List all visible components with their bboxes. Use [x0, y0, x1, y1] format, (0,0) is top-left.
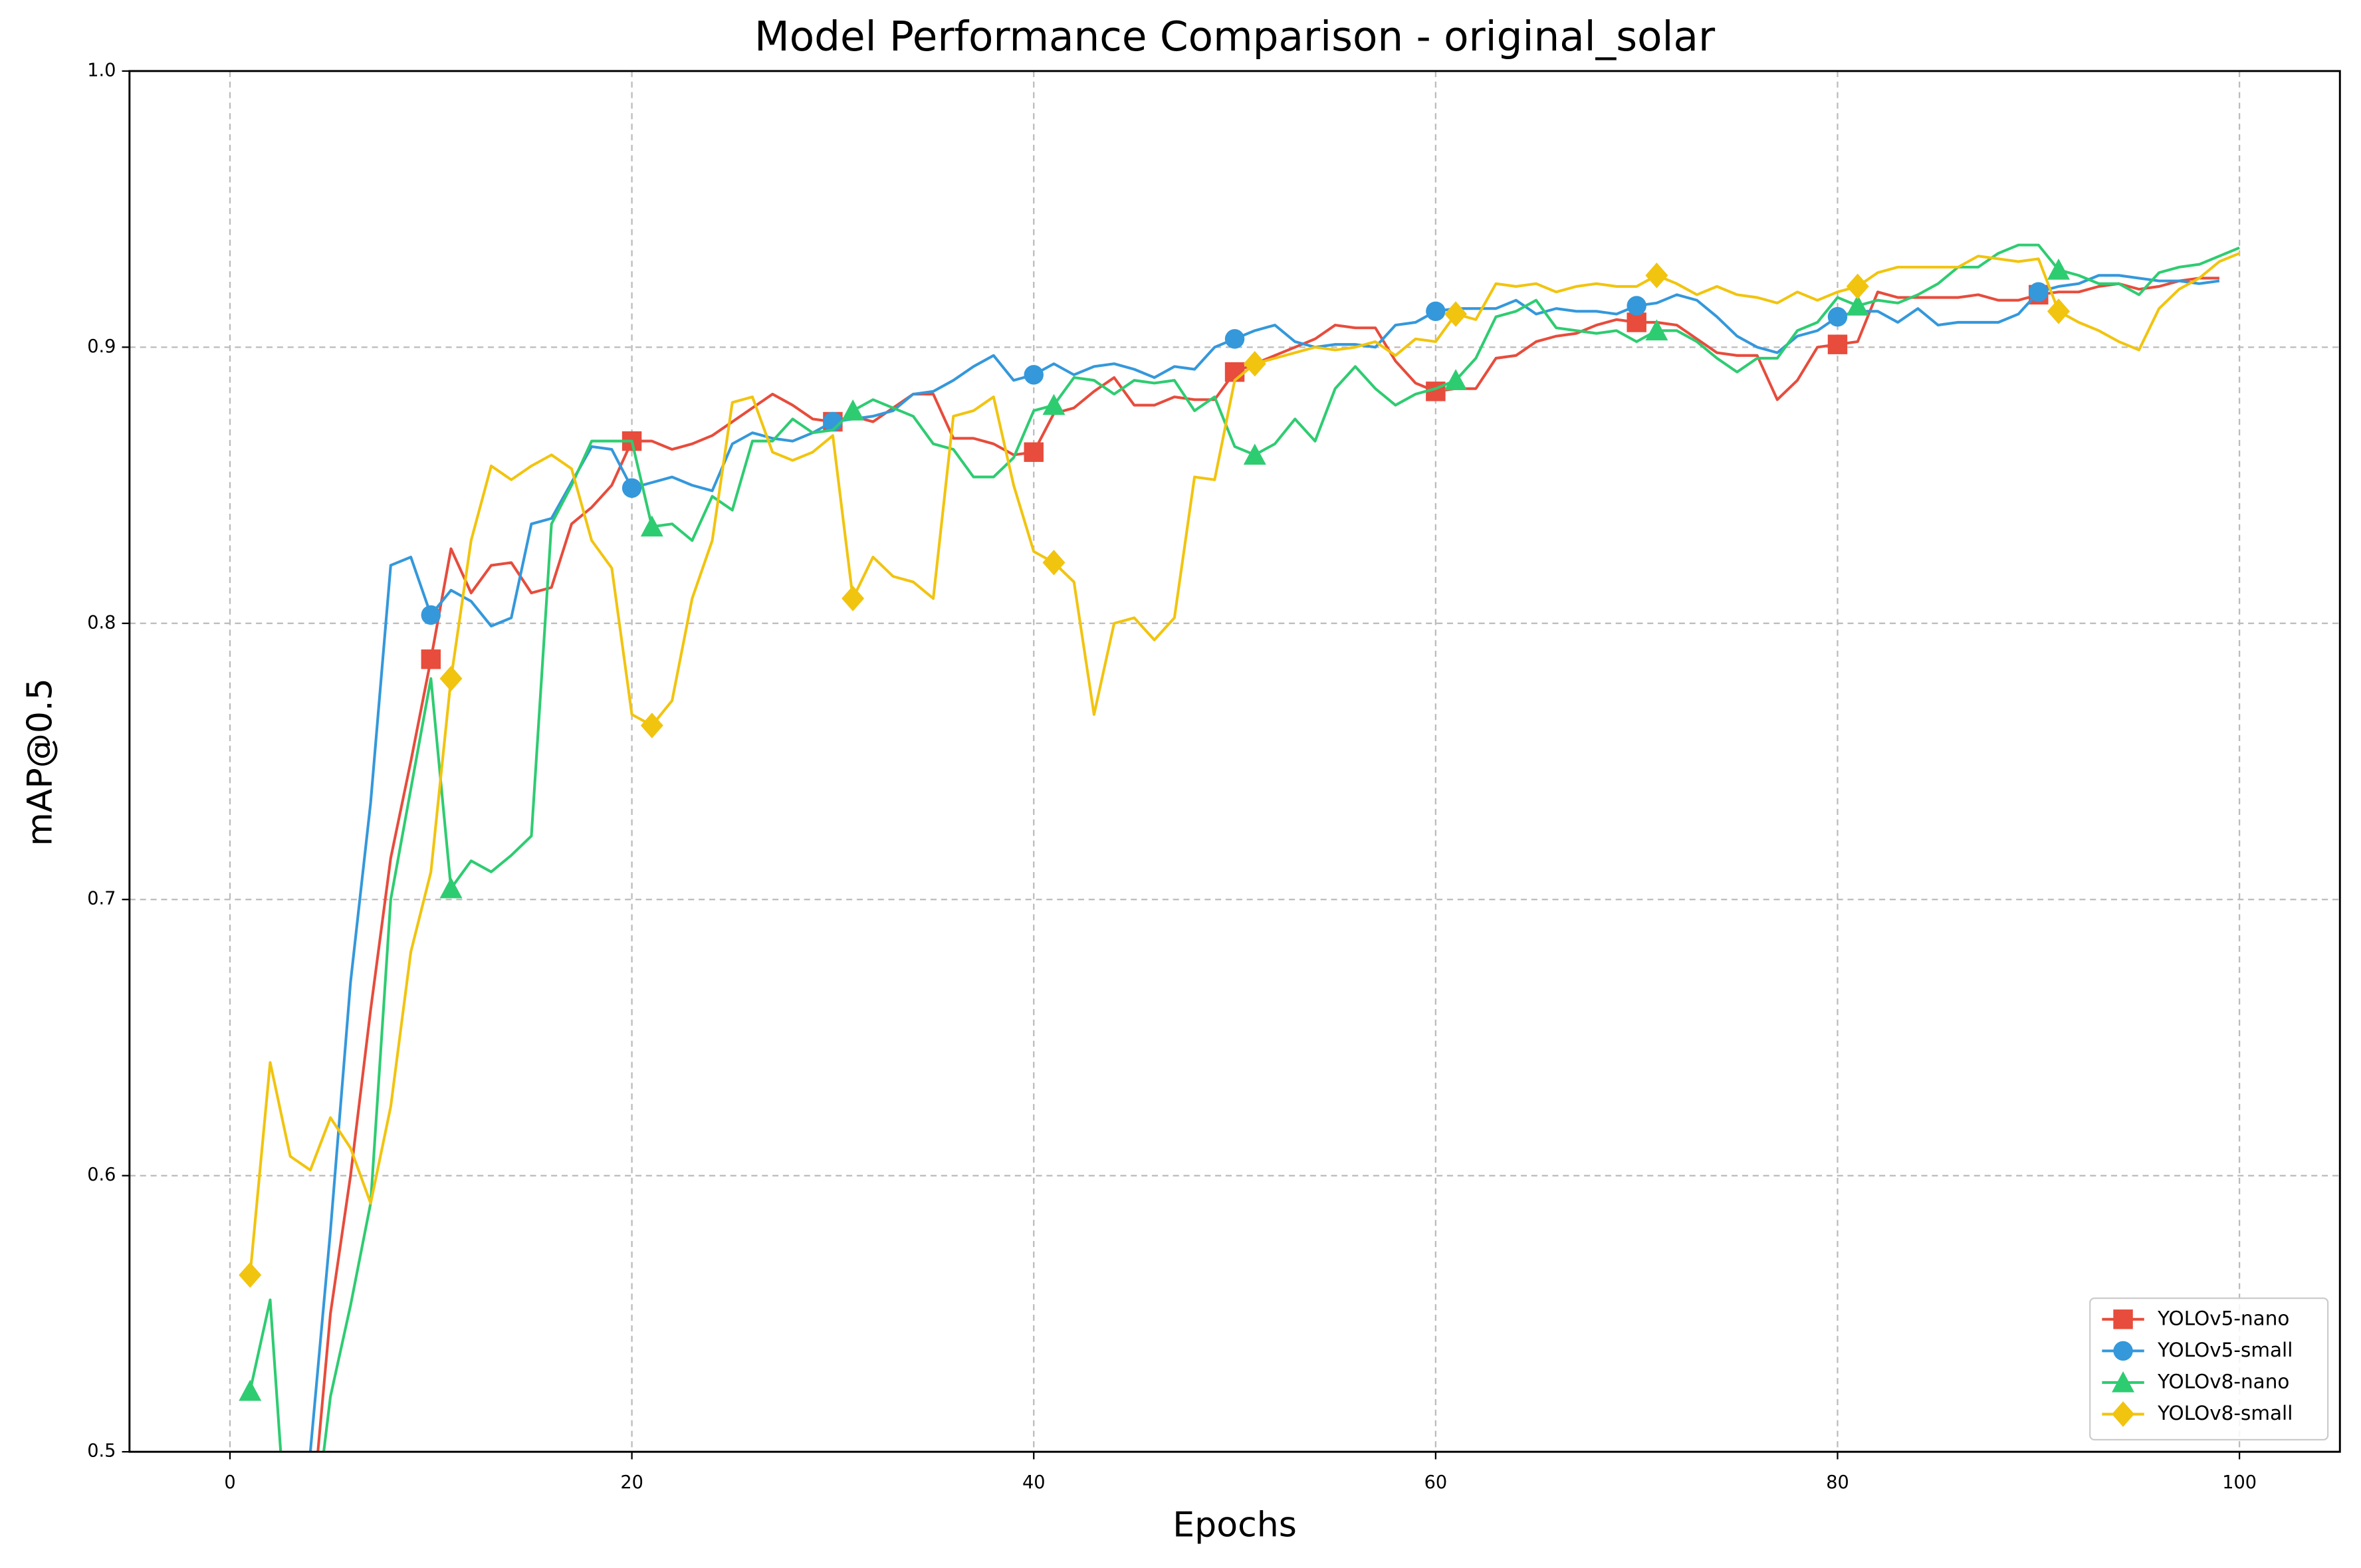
marker	[239, 1379, 262, 1401]
marker	[2112, 1401, 2135, 1427]
marker	[1024, 365, 1044, 385]
marker	[2112, 1371, 2135, 1393]
marker	[2113, 1341, 2133, 1361]
marker	[439, 665, 463, 692]
legend-box	[2089, 1297, 2329, 1441]
y-tick-label: 1.0	[87, 60, 116, 80]
x-tick-label: 20	[620, 1472, 643, 1493]
marker	[842, 399, 865, 421]
marker	[1426, 301, 1446, 322]
y-tick-label: 0.5	[87, 1441, 116, 1462]
plot-frame	[128, 70, 2341, 1453]
marker	[1827, 334, 1848, 354]
marker	[1224, 362, 1245, 382]
series-line	[249, 243, 2240, 1452]
marker	[1024, 442, 1044, 462]
x-tick-label: 0	[224, 1472, 235, 1493]
marker	[239, 1262, 262, 1288]
legend-label: YOLOv8-small	[2157, 1402, 2293, 1424]
marker	[439, 877, 463, 899]
y-axis-label: mAP@0.5	[20, 678, 60, 846]
marker	[1444, 301, 1468, 327]
marker	[1846, 294, 1869, 316]
y-tick-label: 0.8	[87, 612, 116, 633]
legend: YOLOv5-nano YOLOv5-small YOLOv8-nano YOLOv8…	[2089, 1297, 2329, 1441]
x-tick-label: 60	[1424, 1472, 1448, 1493]
x-tick-label: 100	[2222, 1472, 2257, 1493]
marker	[1645, 263, 1668, 288]
y-tick-label: 0.9	[87, 336, 116, 357]
marker	[1243, 443, 1266, 465]
x-tick-label: 80	[1826, 1472, 1849, 1493]
marker	[1645, 319, 1668, 341]
y-tick-label: 0.6	[87, 1165, 116, 1185]
marker	[1827, 306, 1848, 327]
marker	[621, 478, 642, 498]
legend-label: YOLOv5-small	[2157, 1339, 2293, 1361]
marker	[1444, 369, 1468, 390]
marker	[421, 605, 441, 625]
x-tick-label: 40	[1022, 1472, 1046, 1493]
marker	[2029, 282, 2049, 302]
marker	[640, 515, 663, 537]
series-line	[316, 277, 2219, 1452]
x-axis-label: Epochs	[1173, 1505, 1297, 1545]
marker	[1042, 550, 1066, 576]
ticks: 0 20 40 60 80 100 0.5 0.6 0.7 0.8 0.9 1.0	[87, 60, 2257, 1493]
marker	[2047, 259, 2071, 280]
grid	[129, 70, 2340, 1453]
marker	[421, 649, 441, 669]
legend-label: YOLOv5-nano	[2157, 1307, 2289, 1329]
marker	[1846, 273, 1869, 300]
marker	[1224, 329, 1245, 349]
marker	[2113, 1309, 2133, 1329]
chart-title: Model Performance Comparison - original_…	[754, 13, 1716, 60]
y-tick-label: 0.7	[87, 889, 116, 909]
legend-label: YOLOv8-nano	[2157, 1370, 2289, 1393]
marker	[1627, 312, 1646, 332]
marker	[1627, 296, 1646, 316]
series-line	[249, 252, 2240, 1276]
marker	[1042, 393, 1066, 415]
series-line	[308, 274, 2220, 1452]
